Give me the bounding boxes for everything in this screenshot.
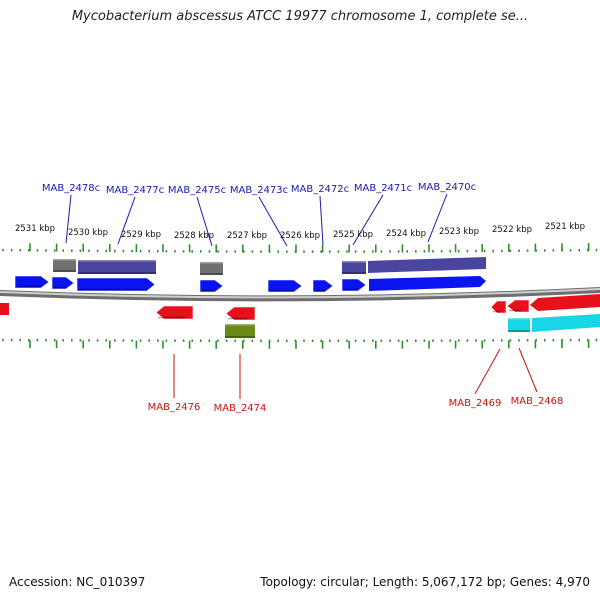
genes-value: 4,970 [555, 575, 590, 589]
gene-arrow-forward [76, 277, 156, 292]
genes-label: Genes: [509, 575, 552, 589]
accession-info: Accession: NC_010397 [9, 575, 145, 589]
label-leader [474, 348, 501, 395]
accession-value: NC_010397 [76, 575, 146, 589]
ruler-label: 2525 kbp [333, 230, 373, 240]
gene-label: MAB_2472c [291, 184, 349, 195]
label-leader [258, 196, 288, 247]
gene-arrow-forward [312, 279, 334, 293]
feature-bar-cyan [532, 314, 600, 332]
gene-label: MAB_2476 [148, 402, 201, 413]
cds-bar-mab2471c [342, 261, 366, 274]
feature-bar-cyan [508, 318, 530, 332]
gene-label: MAB_2473c [230, 185, 288, 196]
ruler-label: 2530 kbp [68, 228, 108, 238]
gene-arrow-reverse [0, 303, 9, 315]
gene-arrow-forward [14, 275, 50, 289]
gene-label: MAB_2469 [449, 398, 502, 409]
gene-features [0, 257, 600, 338]
length-value: 5,067,172 bp [421, 575, 502, 589]
gene-label: MAB_2478c [42, 183, 100, 194]
length-label: Length: [372, 575, 419, 589]
label-leader [319, 195, 324, 246]
ruler-label: 2531 kbp [15, 224, 55, 234]
gene-arrow-reverse [155, 305, 194, 320]
ruler-label: 2529 kbp [121, 230, 161, 240]
gene-arrow-forward [267, 279, 303, 293]
feature-bar-olive [225, 324, 255, 338]
ruler-label: 2521 kbp [545, 222, 585, 232]
label-leader [427, 193, 448, 243]
ruler-label: 2528 kbp [174, 231, 214, 241]
gene-arrow-forward [199, 279, 224, 293]
topology-value: circular [320, 575, 365, 589]
map-title: Mycobacterium abscessus ATCC 19977 chrom… [71, 9, 529, 24]
accession-label: Accession: [9, 575, 73, 589]
ruler-label: 2524 kbp [386, 229, 426, 239]
gene-arrow-forward [51, 276, 75, 290]
gene-label: MAB_2474 [214, 403, 267, 414]
gene-label: MAB_2477c [106, 185, 164, 196]
label-leader [65, 194, 72, 244]
gene-arrow-forward [369, 276, 486, 291]
ruler-label: 2523 kbp [439, 227, 479, 237]
genome-meta: Topology: circular; Length: 5,067,172 bp… [260, 575, 590, 589]
feature-bar-gray [200, 262, 223, 275]
gene-label: MAB_2470c [418, 182, 476, 193]
ruler-top [2, 243, 598, 253]
ruler-label: 2527 kbp [227, 231, 267, 241]
ruler-label: 2522 kbp [492, 225, 532, 235]
gene-arrow-reverse [490, 300, 507, 314]
cds-bar-mab2477c [78, 260, 156, 274]
label-leader [518, 347, 538, 393]
gene-label: MAB_2475c [168, 185, 226, 196]
cds-bar-mab2470c [368, 257, 486, 273]
ruler-label: 2526 kbp [280, 231, 320, 241]
gene-label: MAB_2468 [511, 396, 564, 407]
label-leader [352, 194, 384, 246]
gene-arrow-reverse [530, 294, 600, 311]
feature-bar-gray [53, 259, 76, 272]
gene-labels: 2531 kbp 2530 kbp 2529 kbp 2528 kbp 2527 kbp… [15, 182, 585, 414]
label-leader [196, 196, 213, 247]
chromosome-backbone [0, 287, 600, 302]
label-leader [117, 196, 136, 245]
backbone-highlight [0, 288, 600, 299]
ruler-bottom [2, 338, 598, 349]
label-leaders [65, 193, 538, 399]
topology-label: Topology: [260, 575, 317, 589]
gene-label: MAB_2471c [354, 183, 412, 194]
gene-arrow-reverse [506, 299, 530, 313]
gene-arrow-forward [341, 278, 367, 292]
gene-arrow-reverse [225, 306, 256, 321]
